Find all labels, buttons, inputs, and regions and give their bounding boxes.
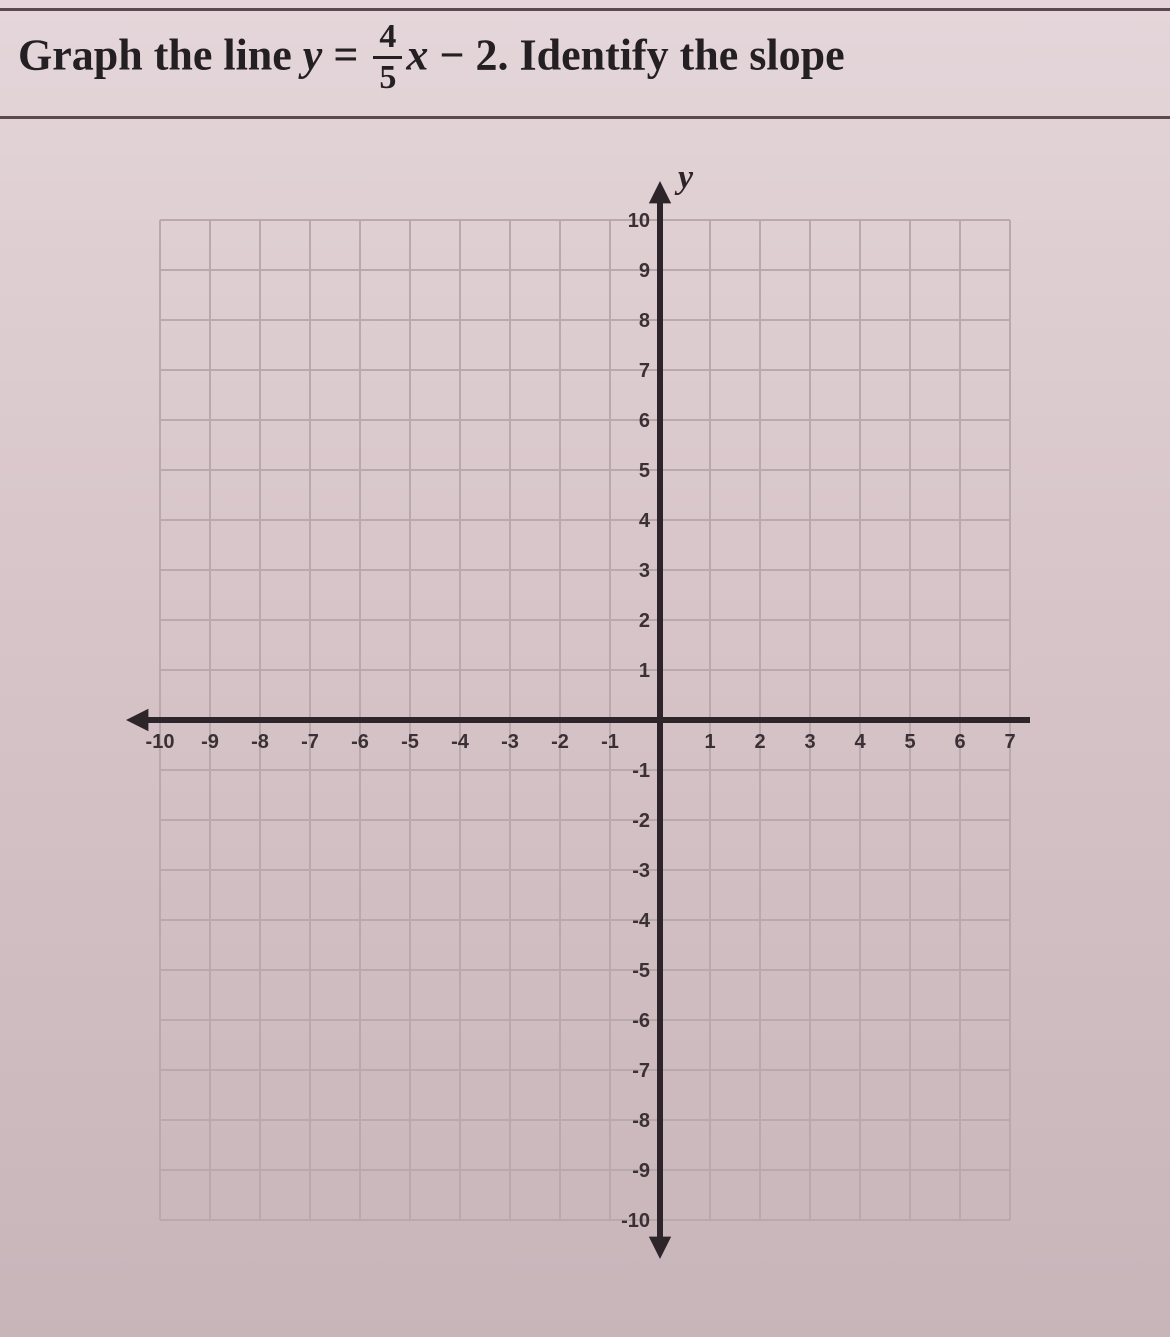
- header-rule-bottom: [0, 116, 1170, 119]
- coordinate-grid: y -10 -9 -8 -7 -6 -5 -4 -3 -2 -1 1 2 3 4 5 6 7 10 9 8 7 6 5 4 3 2 1…: [120, 170, 1150, 1320]
- y-tick-label: 9: [639, 260, 650, 282]
- question-prompt: Graph the line y = 45x − 2. Identify the…: [18, 22, 1160, 97]
- prompt-pre: Graph the line: [18, 31, 303, 80]
- y-tick-label: -3: [632, 860, 650, 882]
- page: Graph the line y = 45x − 2. Identify the…: [0, 0, 1170, 1337]
- header-rule-top: [0, 8, 1170, 11]
- y-tick-label: -8: [632, 1110, 650, 1132]
- y-tick-label: 8: [639, 310, 650, 332]
- y-tick-label: -4: [632, 910, 651, 932]
- var-x: x: [406, 31, 428, 80]
- y-tick-label: 2: [639, 610, 650, 632]
- y-tick-label: 6: [639, 410, 650, 432]
- x-tick-label: -6: [351, 731, 369, 753]
- x-tick-label: -9: [201, 731, 219, 753]
- y-tick-label: -7: [632, 1060, 650, 1082]
- x-tick-label: 7: [1004, 731, 1015, 753]
- var-y: y: [303, 31, 323, 80]
- frac-denominator: 5: [373, 61, 402, 95]
- fraction: 45: [373, 20, 402, 95]
- axes: [126, 181, 1030, 1259]
- y-tick-label: 7: [639, 360, 650, 382]
- x-tick-label: -2: [551, 731, 569, 753]
- x-tick-label: 1: [704, 731, 715, 753]
- x-tick-label: -7: [301, 731, 319, 753]
- x-tick-label: 2: [754, 731, 765, 753]
- y-tick-label: -6: [632, 1010, 650, 1032]
- x-tick-label: -3: [501, 731, 519, 753]
- grid-svg: y -10 -9 -8 -7 -6 -5 -4 -3 -2 -1 1 2 3 4 5 6 7 10 9 8 7 6 5 4 3 2 1…: [120, 170, 1050, 1260]
- y-tick-label: -2: [632, 810, 650, 832]
- x-tick-label: 4: [854, 731, 866, 753]
- y-tick-label: -9: [632, 1160, 650, 1182]
- prompt-eq: =: [322, 31, 369, 80]
- y-tick-label: -5: [632, 960, 650, 982]
- y-tick-label: -1: [632, 760, 650, 782]
- x-tick-label: 3: [804, 731, 815, 753]
- y-tick-label: 1: [639, 660, 650, 682]
- y-axis-label: y: [674, 170, 694, 196]
- x-tick-label: -5: [401, 731, 419, 753]
- y-tick-label: 5: [639, 460, 650, 482]
- y-tick-label: 10: [628, 210, 650, 232]
- x-tick-label: 6: [954, 731, 965, 753]
- y-tick-label: 3: [639, 560, 650, 582]
- y-tick-label: 4: [639, 510, 651, 532]
- x-tick-label: -1: [601, 731, 619, 753]
- x-tick-label: -4: [451, 731, 470, 753]
- y-tick-label: -10: [621, 1210, 650, 1232]
- frac-numerator: 4: [373, 20, 402, 54]
- x-tick-label: 5: [904, 731, 915, 753]
- x-tick-label: -8: [251, 731, 269, 753]
- prompt-post: − 2. Identify the slope: [428, 31, 844, 80]
- x-tick-label: -10: [146, 731, 175, 753]
